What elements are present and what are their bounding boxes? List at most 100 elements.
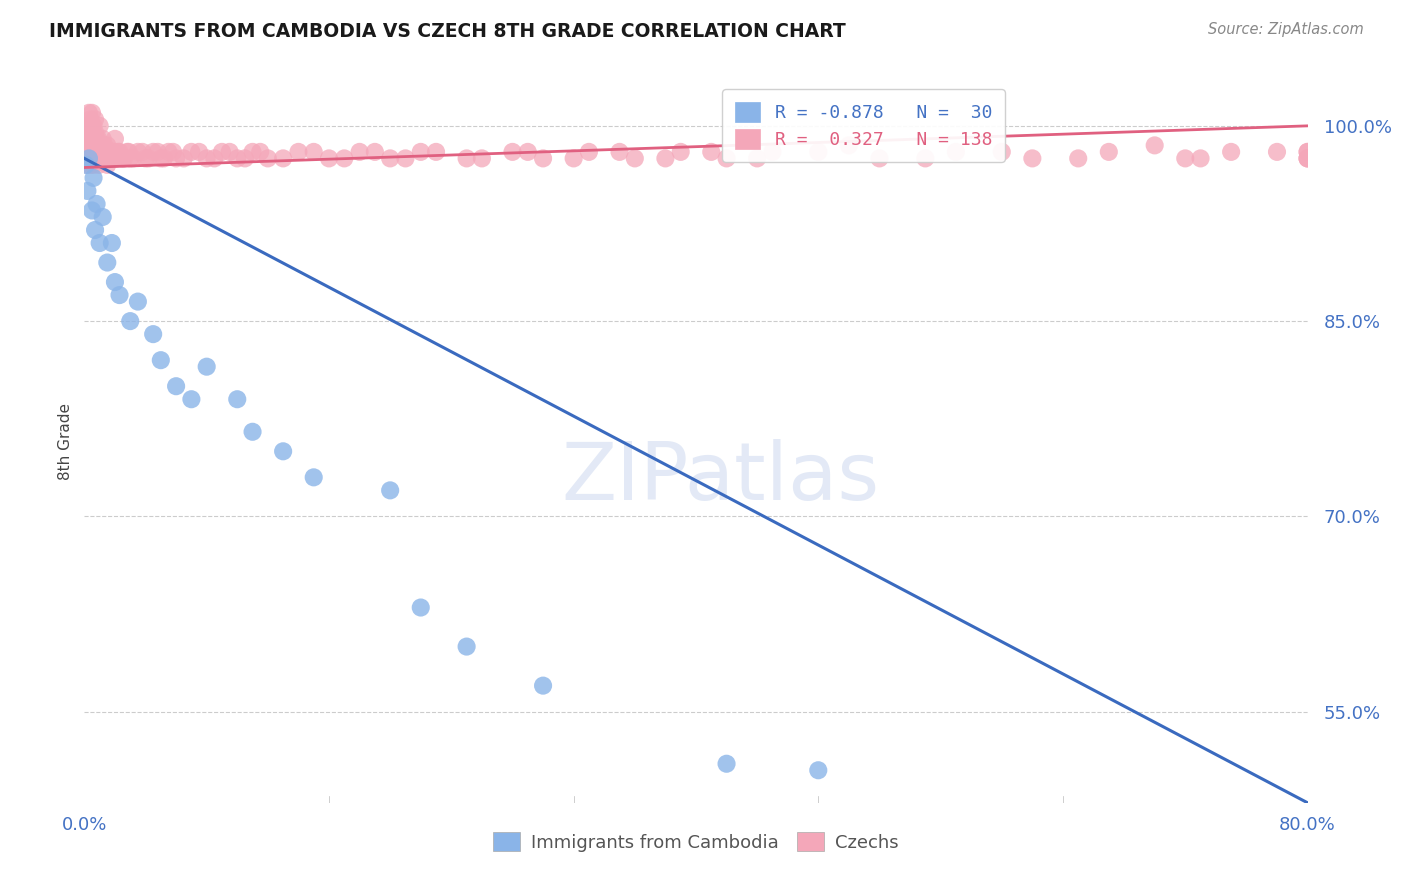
Point [86, 197, 108, 211]
Point [157, 145, 180, 159]
Point [77, 132, 100, 146]
Point [747, 152, 769, 166]
Point [84, 112, 107, 127]
Point [127, 145, 149, 159]
Point [89, 138, 111, 153]
Point [80, 119, 103, 133]
Point [945, 145, 967, 159]
Point [104, 132, 127, 146]
Point [89, 119, 111, 133]
Point [195, 359, 218, 374]
Point [84, 223, 107, 237]
Point [162, 145, 184, 159]
Point [131, 145, 153, 159]
Point [1296, 145, 1319, 159]
Point [77, 138, 100, 153]
Point [1189, 152, 1212, 166]
Point [202, 152, 225, 166]
Point [93, 138, 115, 153]
Point [249, 145, 271, 159]
Point [242, 425, 264, 439]
Point [180, 392, 202, 407]
Point [242, 145, 264, 159]
Point [89, 138, 111, 153]
Point [79, 132, 101, 146]
Point [562, 152, 585, 166]
Point [149, 152, 172, 166]
Point [80, 203, 103, 218]
Point [142, 145, 165, 159]
Point [90, 145, 112, 159]
Point [77, 152, 100, 166]
Point [624, 152, 647, 166]
Point [142, 327, 165, 342]
Point [914, 152, 936, 166]
Point [531, 152, 554, 166]
Point [107, 145, 129, 159]
Point [287, 145, 309, 159]
Point [1098, 145, 1121, 159]
Point [716, 152, 738, 166]
Point [111, 152, 134, 166]
Point [79, 158, 101, 172]
Point [79, 145, 101, 159]
Point [83, 170, 105, 185]
Point [1296, 152, 1319, 166]
Point [83, 145, 105, 159]
Point [104, 275, 127, 289]
Point [76, 145, 98, 159]
Point [76, 158, 98, 172]
Text: IMMIGRANTS FROM CAMBODIA VS CZECH 8TH GRADE CORRELATION CHART: IMMIGRANTS FROM CAMBODIA VS CZECH 8TH GR… [49, 22, 846, 41]
Point [409, 600, 432, 615]
Point [75, 158, 97, 172]
Point [75, 152, 97, 166]
Point [84, 152, 107, 166]
Point [79, 112, 101, 127]
Point [1174, 152, 1197, 166]
Point [364, 145, 387, 159]
Point [76, 119, 98, 133]
Point [77, 152, 100, 166]
Point [807, 764, 830, 778]
Point [165, 152, 187, 166]
Point [165, 379, 187, 393]
Point [700, 145, 723, 159]
Point [87, 152, 110, 166]
Point [1220, 145, 1243, 159]
Point [75, 132, 97, 146]
Point [807, 145, 830, 159]
Point [79, 132, 101, 146]
Point [669, 145, 692, 159]
Point [76, 125, 98, 139]
Point [84, 152, 107, 166]
Point [333, 152, 356, 166]
Point [91, 210, 114, 224]
Point [80, 125, 103, 139]
Point [1296, 152, 1319, 166]
Point [105, 152, 128, 166]
Point [502, 145, 524, 159]
Point [1021, 152, 1043, 166]
Point [104, 152, 127, 166]
Point [302, 145, 325, 159]
Point [761, 145, 783, 159]
Point [226, 392, 249, 407]
Point [1296, 152, 1319, 166]
Point [112, 152, 135, 166]
Point [394, 152, 416, 166]
Point [80, 145, 103, 159]
Point [1265, 145, 1288, 159]
Legend: Immigrants from Cambodia, Czechs: Immigrants from Cambodia, Czechs [486, 825, 905, 859]
Point [91, 132, 114, 146]
Point [180, 145, 202, 159]
Point [86, 138, 108, 153]
Point [516, 145, 538, 159]
Point [87, 132, 110, 146]
Point [96, 158, 118, 172]
Y-axis label: 8th Grade: 8th Grade [58, 403, 73, 480]
Point [83, 132, 105, 146]
Point [96, 255, 118, 269]
Point [218, 145, 240, 159]
Point [349, 145, 371, 159]
Point [138, 152, 160, 166]
